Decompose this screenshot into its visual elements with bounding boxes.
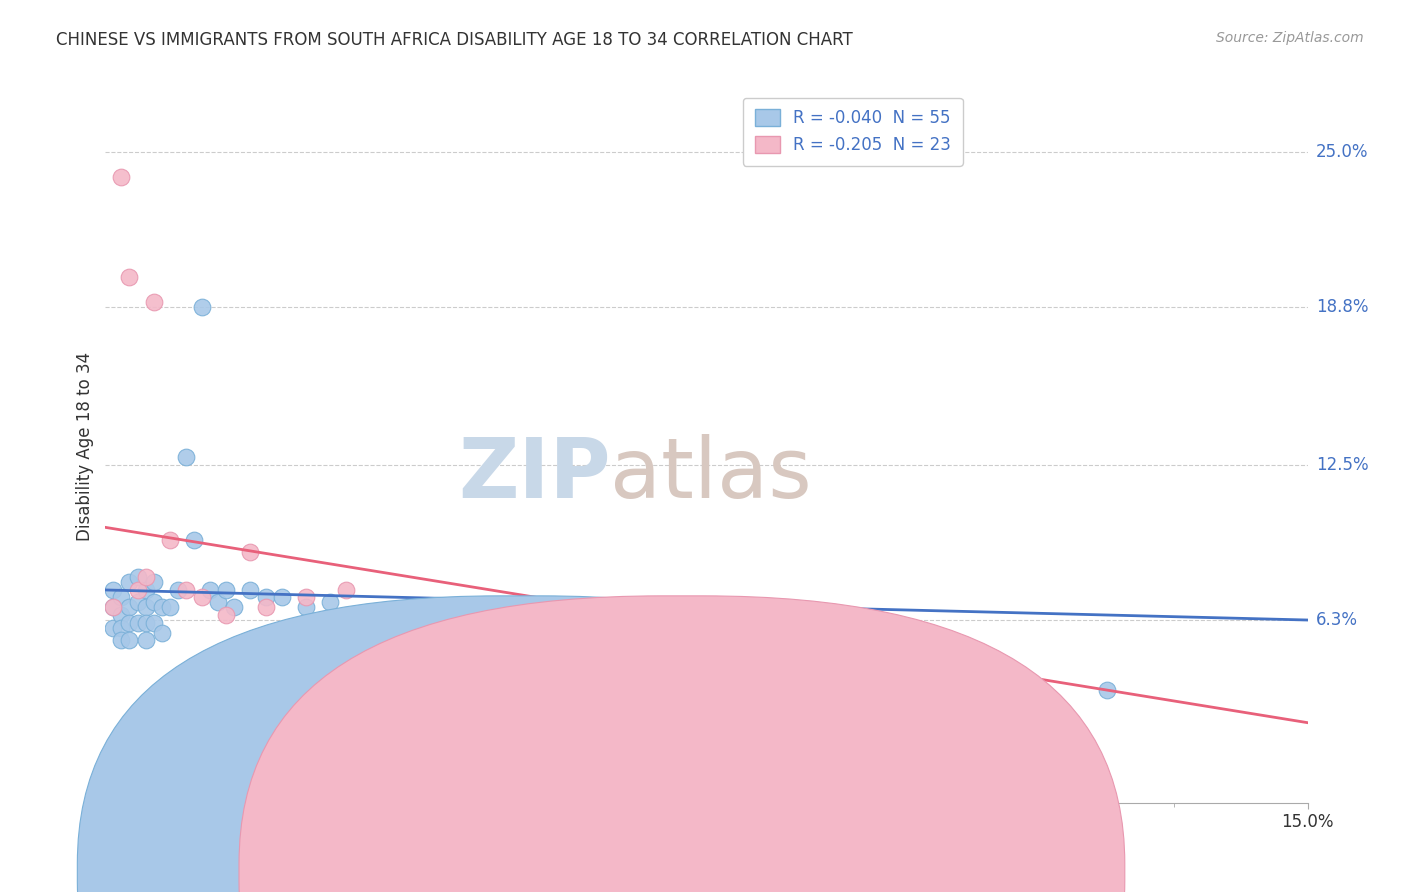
Point xyxy=(142,295,165,310)
Text: 12.5%: 12.5% xyxy=(1316,456,1368,474)
Point xyxy=(110,607,132,622)
Point xyxy=(135,633,157,648)
Text: 6.3%: 6.3% xyxy=(1316,611,1358,629)
Point xyxy=(976,725,998,739)
Point xyxy=(103,600,125,615)
Point xyxy=(127,582,149,597)
Point xyxy=(150,625,173,640)
Point xyxy=(118,270,141,285)
Point xyxy=(118,633,141,648)
Point xyxy=(534,646,557,660)
Text: ZIP: ZIP xyxy=(458,434,610,515)
Legend: R = -0.040  N = 55, R = -0.205  N = 23: R = -0.040 N = 55, R = -0.205 N = 23 xyxy=(744,97,963,166)
Point xyxy=(110,621,132,635)
Text: 25.0%: 25.0% xyxy=(1316,143,1368,161)
Point xyxy=(495,633,517,648)
Point xyxy=(110,169,132,184)
Point xyxy=(142,615,165,630)
Point xyxy=(190,300,212,314)
Point xyxy=(222,600,245,615)
Point xyxy=(430,640,453,655)
Point xyxy=(270,591,292,605)
Point xyxy=(936,671,959,685)
Point xyxy=(135,582,157,597)
Point xyxy=(103,582,125,597)
Point xyxy=(319,595,342,609)
Point xyxy=(575,650,598,665)
Point xyxy=(254,591,277,605)
Point xyxy=(776,665,799,680)
Point xyxy=(295,591,318,605)
Point xyxy=(239,545,262,559)
Point xyxy=(855,665,877,680)
Point xyxy=(135,600,157,615)
Point xyxy=(415,633,437,648)
Point xyxy=(183,533,205,547)
Point xyxy=(399,633,422,648)
Point xyxy=(335,621,357,635)
Point xyxy=(350,625,373,640)
Text: Immigrants from South Africa: Immigrants from South Africa xyxy=(714,863,959,881)
Text: atlas: atlas xyxy=(610,434,813,515)
Text: 18.8%: 18.8% xyxy=(1316,298,1368,316)
Point xyxy=(110,591,132,605)
Point xyxy=(374,621,398,635)
Point xyxy=(495,633,517,648)
Y-axis label: Disability Age 18 to 34: Disability Age 18 to 34 xyxy=(76,351,94,541)
Point xyxy=(374,607,398,622)
Point xyxy=(190,591,212,605)
Point xyxy=(142,595,165,609)
Point xyxy=(534,671,557,685)
Point xyxy=(254,600,277,615)
Point xyxy=(174,582,197,597)
Point xyxy=(135,570,157,584)
Point xyxy=(166,582,188,597)
Point xyxy=(142,575,165,590)
Point xyxy=(415,607,437,622)
Text: Chinese: Chinese xyxy=(551,863,617,881)
Point xyxy=(127,595,149,609)
Point xyxy=(127,570,149,584)
Point xyxy=(454,625,477,640)
Point xyxy=(159,600,181,615)
Point xyxy=(174,450,197,465)
Point xyxy=(110,633,132,648)
Point xyxy=(198,582,221,597)
Text: Source: ZipAtlas.com: Source: ZipAtlas.com xyxy=(1216,31,1364,45)
Point xyxy=(735,650,758,665)
Point xyxy=(295,600,318,615)
Point xyxy=(696,700,718,714)
Point xyxy=(214,582,236,597)
Point xyxy=(150,600,173,615)
Point xyxy=(575,683,598,698)
Point xyxy=(1097,683,1119,698)
Point xyxy=(127,615,149,630)
Point xyxy=(335,582,357,597)
Point xyxy=(1017,675,1039,690)
Point xyxy=(735,696,758,710)
Point xyxy=(118,615,141,630)
Point xyxy=(207,595,229,609)
Point xyxy=(118,600,141,615)
Text: CHINESE VS IMMIGRANTS FROM SOUTH AFRICA DISABILITY AGE 18 TO 34 CORRELATION CHAR: CHINESE VS IMMIGRANTS FROM SOUTH AFRICA … xyxy=(56,31,853,49)
Point xyxy=(655,633,678,648)
Point xyxy=(855,715,877,730)
Point xyxy=(214,607,236,622)
Point xyxy=(103,600,125,615)
Point xyxy=(616,658,638,673)
Point xyxy=(135,615,157,630)
Point xyxy=(159,533,181,547)
Point xyxy=(103,621,125,635)
Point xyxy=(239,582,262,597)
Point xyxy=(118,575,141,590)
